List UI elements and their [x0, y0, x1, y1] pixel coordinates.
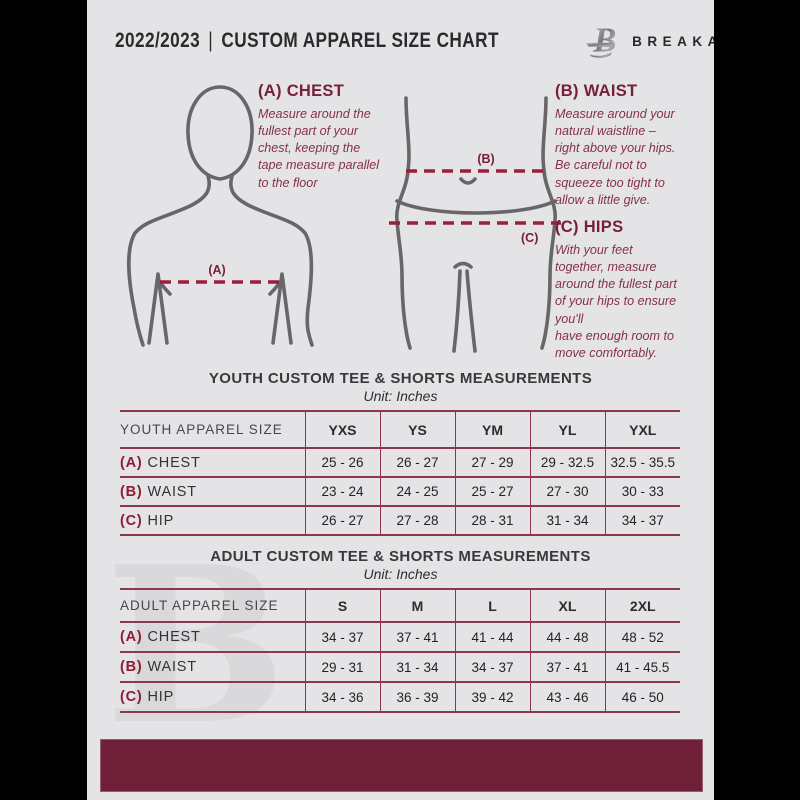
adult-waist-label: (B) WAIST [120, 652, 305, 682]
table-row: (A) CHEST 34 - 37 37 - 41 41 - 44 44 - 48… [120, 622, 680, 652]
youth-col-yl: YL [529, 411, 605, 448]
header: 2022/2023 | CUSTOM APPAREL SIZE CHART B BR… [115, 20, 714, 62]
youth-chest-label: (A) CHEST [120, 448, 305, 477]
footer-accent-bar [100, 739, 703, 792]
table-row: (B) WAIST 29 - 31 31 - 34 34 - 37 37 - 41… [120, 652, 680, 682]
youth-col-yxl: YXL [604, 411, 680, 448]
cell-value: 36 - 39 [379, 682, 455, 712]
hips-heading: (C) HIPS [555, 218, 624, 236]
youth-size-label: YOUTH APPAREL SIZE [120, 422, 283, 437]
youth-col-yxs: YXS [304, 411, 380, 448]
cell-value: 29 - 32.5 [529, 448, 605, 477]
cell-value: 46 - 50 [604, 682, 680, 712]
waist-hips-figure-illustration: (B) (C) [389, 96, 561, 353]
table-row: (C) HIP 26 - 27 27 - 28 28 - 31 31 - 34 3… [120, 506, 680, 535]
cell-value: 26 - 27 [304, 506, 380, 535]
youth-table-title: YOUTH CUSTOM TEE & SHORTS MEASUREMENTS [208, 370, 593, 387]
cell-value: 31 - 34 [529, 506, 605, 535]
row-title: WAIST [147, 659, 197, 675]
cell-value: 41 - 44 [454, 622, 530, 652]
youth-header-row: YOUTH APPAREL SIZE YXS YS YM YL YXL [120, 411, 680, 448]
adult-table-title: ADULT CUSTOM TEE & SHORTS MEASUREMENTS [210, 548, 591, 565]
chest-description: Measure around the fullest part of your … [258, 107, 380, 190]
title-text: CUSTOM APPAREL SIZE CHART [221, 29, 499, 52]
cell-value: 48 - 52 [604, 622, 680, 652]
cell-value: 32.5 - 35.5 [604, 448, 680, 477]
row-title: HIP [147, 512, 175, 529]
youth-table-unit: Unit: Inches [363, 388, 438, 404]
cell-value: 27 - 30 [529, 477, 605, 506]
adult-col-l: L [454, 589, 530, 622]
cell-value: 39 - 42 [454, 682, 530, 712]
cell-value: 24 - 25 [379, 477, 455, 506]
hips-description: With your feet together, measure around … [555, 243, 677, 360]
row-prefix: (C) [120, 512, 143, 529]
waist-heading: (B) WAIST [555, 82, 638, 100]
adult-header-row: ADULT APPAREL SIZE S M L XL 2XL [120, 589, 680, 622]
page-title: 2022/2023 | CUSTOM APPAREL SIZE CHART [115, 29, 499, 53]
cell-value: 27 - 28 [379, 506, 455, 535]
cell-value: 44 - 48 [529, 622, 605, 652]
row-prefix: (A) [120, 629, 143, 645]
youth-hip-label: (C) HIP [120, 506, 305, 535]
chest-figure-illustration: (A) [127, 85, 314, 347]
waist-description: Measure around your natural waistline – … [555, 107, 676, 207]
adult-col-s: S [304, 589, 380, 622]
cell-value: 26 - 27 [379, 448, 455, 477]
row-prefix: (A) [120, 454, 143, 471]
chest-heading: (A) CHEST [258, 82, 345, 100]
row-title: CHEST [147, 454, 201, 471]
youth-waist-label: (B) WAIST [120, 477, 305, 506]
cell-value: 28 - 31 [454, 506, 530, 535]
adult-table-unit: Unit: Inches [363, 566, 438, 582]
cell-value: 30 - 33 [604, 477, 680, 506]
cell-value: 25 - 27 [454, 477, 530, 506]
cell-value: 27 - 29 [454, 448, 530, 477]
waist-marker-label: (B) [477, 152, 494, 166]
cell-value: 34 - 36 [304, 682, 380, 712]
brand-name: BREAKAWAY [632, 33, 714, 49]
row-prefix: (B) [120, 659, 143, 675]
adult-hip-label: (C) HIP [120, 682, 305, 712]
adult-size-label: ADULT APPAREL SIZE [120, 598, 279, 613]
size-chart-page: B 2022/2023 | CUSTOM APPAREL SIZE CHART B [87, 0, 714, 800]
cell-value: 41 - 45.5 [604, 652, 680, 682]
cell-value: 43 - 46 [529, 682, 605, 712]
row-prefix: (C) [120, 689, 143, 705]
row-title: CHEST [147, 629, 201, 645]
cell-value: 34 - 37 [604, 506, 680, 535]
row-title: HIP [147, 689, 175, 705]
year-label: 2022/2023 [115, 29, 201, 52]
adult-size-table: ADULT APPAREL SIZE S M L XL 2XL (A) CHEST… [120, 588, 680, 713]
breakaway-logo-icon: B [586, 22, 617, 60]
title-divider: | [208, 29, 214, 52]
row-prefix: (B) [120, 483, 143, 500]
cell-value: 23 - 24 [304, 477, 380, 506]
brand-block: B BREAKAWAY [583, 20, 714, 62]
table-row: (C) HIP 34 - 36 36 - 39 39 - 42 43 - 46 4… [120, 682, 680, 712]
table-row: (B) WAIST 23 - 24 24 - 25 25 - 27 27 - 30… [120, 477, 680, 506]
logo-letter: B [593, 22, 617, 60]
cell-value: 25 - 26 [304, 448, 380, 477]
cell-value: 34 - 37 [304, 622, 380, 652]
youth-col-ys: YS [379, 411, 455, 448]
hips-marker-label: (C) [521, 231, 538, 245]
youth-size-table: YOUTH APPAREL SIZE YXS YS YM YL YXL (A) C… [120, 410, 680, 536]
cell-value: 29 - 31 [304, 652, 380, 682]
adult-chest-label: (A) CHEST [120, 622, 305, 652]
youth-col-ym: YM [454, 411, 530, 448]
cell-value: 37 - 41 [529, 652, 605, 682]
table-row: (A) CHEST 25 - 26 26 - 27 27 - 29 29 - 32… [120, 448, 680, 477]
cell-value: 34 - 37 [454, 652, 530, 682]
adult-col-2xl: 2XL [604, 589, 680, 622]
chest-marker-label: (A) [208, 263, 225, 277]
cell-value: 37 - 41 [379, 622, 455, 652]
watermark-letter: B [105, 519, 287, 772]
adult-col-m: M [379, 589, 455, 622]
cell-value: 31 - 34 [379, 652, 455, 682]
adult-col-xl: XL [529, 589, 605, 622]
row-title: WAIST [147, 483, 197, 500]
